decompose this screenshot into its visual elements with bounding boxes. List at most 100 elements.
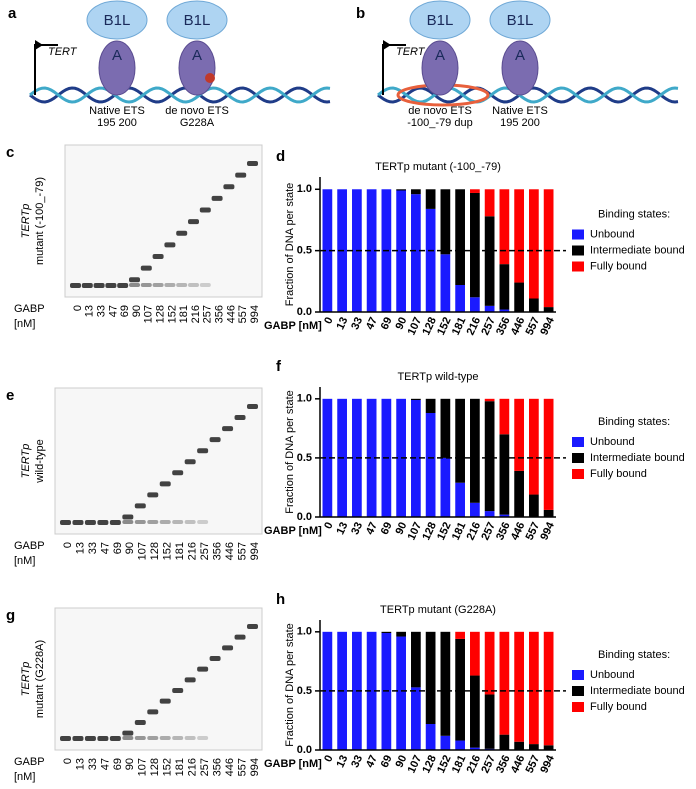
x-tick-label: 47 bbox=[364, 315, 380, 331]
x-tick-label: 107 bbox=[406, 520, 425, 542]
lane-label: 33 bbox=[87, 758, 99, 770]
x-tick-label: 69 bbox=[379, 753, 395, 769]
lane-label: 257 bbox=[199, 758, 211, 776]
legend-label: Intermediate bound bbox=[590, 452, 685, 464]
a-label: A bbox=[435, 47, 445, 64]
gel-band bbox=[159, 698, 171, 704]
gel-band bbox=[164, 283, 176, 287]
lane-label: 0 bbox=[72, 305, 84, 311]
gel-band bbox=[197, 520, 209, 524]
gel-band bbox=[197, 666, 209, 672]
gel-band bbox=[122, 730, 134, 736]
bar-segment bbox=[411, 194, 421, 312]
gel-ylabel: TERTp bbox=[20, 662, 32, 697]
x-tick-label: 128 bbox=[420, 520, 439, 542]
bar-segment bbox=[543, 509, 554, 517]
legend-title: Binding states: bbox=[598, 649, 670, 661]
bar-segment bbox=[470, 675, 480, 748]
chart-title: TERTp mutant (G228A) bbox=[380, 604, 496, 616]
bar-segment bbox=[322, 631, 333, 750]
bar-segment bbox=[322, 189, 333, 312]
bar-segment bbox=[425, 631, 436, 724]
legend-swatch bbox=[572, 453, 584, 463]
legend-label: Fully bound bbox=[590, 260, 647, 272]
legend-label: Fully bound bbox=[590, 701, 647, 713]
lane-label: 107 bbox=[143, 305, 155, 323]
b1l-label: B1L bbox=[184, 12, 211, 29]
gel-band bbox=[188, 219, 199, 225]
gel-band bbox=[134, 520, 146, 524]
x-tick-label: 446 bbox=[509, 520, 528, 542]
lane-label: 152 bbox=[162, 758, 174, 776]
bar-segment bbox=[543, 631, 554, 746]
tert-label: TERT bbox=[48, 46, 78, 58]
gel-band bbox=[93, 283, 105, 288]
bar-segment bbox=[543, 307, 554, 312]
panel-letter: g bbox=[6, 607, 15, 624]
x-axis-label: GABP [nM] bbox=[264, 525, 322, 537]
lane-label: 557 bbox=[236, 758, 248, 776]
x-tick-label: 181 bbox=[450, 753, 469, 775]
bar-segment bbox=[470, 747, 480, 750]
bar-segment bbox=[529, 298, 539, 312]
gel bbox=[54, 607, 263, 751]
gel-band bbox=[184, 520, 196, 524]
gel-band bbox=[134, 720, 146, 725]
bar-segment bbox=[499, 189, 510, 265]
x-tick-label: 216 bbox=[465, 520, 484, 542]
tert-label: TERT bbox=[396, 46, 426, 58]
lane-label: 90 bbox=[124, 758, 136, 770]
legend-label: Intermediate bound bbox=[590, 244, 685, 256]
legend-label: Unbound bbox=[590, 436, 635, 448]
dna-strand bbox=[29, 86, 331, 104]
gel-band bbox=[147, 736, 159, 740]
gel-ylabel: mutant (-100_-79) bbox=[34, 177, 46, 265]
lane-label: 69 bbox=[112, 542, 124, 554]
bar-segment bbox=[455, 638, 465, 741]
lane-label: 33 bbox=[96, 305, 108, 317]
gel-band bbox=[147, 709, 159, 715]
gel-xlabel: GABP bbox=[14, 540, 45, 552]
lane-label: 128 bbox=[155, 305, 167, 323]
bar-segment bbox=[411, 189, 421, 195]
bar-segment bbox=[484, 216, 495, 306]
x-tick-label: 0 bbox=[322, 315, 335, 326]
a-label: A bbox=[112, 47, 122, 64]
x-tick-label: 557 bbox=[524, 520, 543, 542]
b1l-label: B1L bbox=[104, 12, 131, 29]
gel-band bbox=[176, 283, 188, 287]
x-tick-label: 128 bbox=[420, 753, 439, 775]
b1l-protein bbox=[166, 0, 228, 40]
lane-label: 257 bbox=[199, 542, 211, 560]
x-tick-label: 128 bbox=[420, 315, 439, 337]
lane-label: 0 bbox=[62, 542, 74, 548]
gel-band bbox=[247, 624, 258, 629]
bar-segment bbox=[543, 189, 554, 308]
bar-segment bbox=[484, 401, 495, 512]
lane-label: 13 bbox=[84, 305, 96, 317]
gel-band bbox=[147, 520, 159, 524]
lane-label: 356 bbox=[212, 542, 224, 560]
x-tick-label: 257 bbox=[479, 315, 498, 337]
gel-band bbox=[105, 283, 117, 288]
lane-label: 446 bbox=[225, 305, 237, 323]
gel-band bbox=[164, 242, 176, 248]
x-tick-label: 181 bbox=[450, 315, 469, 337]
a-subunit bbox=[98, 40, 136, 96]
gel-band bbox=[70, 283, 81, 288]
bar-segment bbox=[455, 631, 465, 639]
legend-swatch bbox=[572, 437, 584, 447]
bar-segment bbox=[499, 434, 510, 515]
x-tick-label: 90 bbox=[393, 753, 409, 769]
lane-label: 257 bbox=[202, 305, 214, 323]
gel-band bbox=[81, 283, 93, 288]
site-label: de novo ETS bbox=[165, 105, 229, 117]
gel-band bbox=[109, 736, 121, 741]
arrow-head bbox=[35, 40, 43, 50]
lane-label: 128 bbox=[149, 758, 161, 776]
bar-segment bbox=[366, 398, 377, 517]
x-tick-label: 994 bbox=[538, 520, 557, 543]
x-tick-label: 47 bbox=[364, 753, 380, 769]
bar-segment bbox=[455, 285, 465, 312]
gel-band bbox=[176, 230, 188, 236]
